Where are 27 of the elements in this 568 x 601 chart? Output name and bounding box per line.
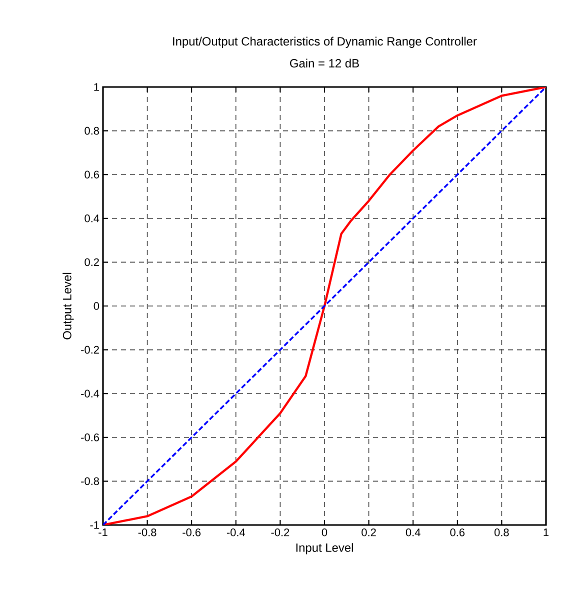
x-tick-label: -0.4 — [226, 528, 246, 536]
line-series — [102, 86, 546, 525]
x-tick-label: 0 — [322, 528, 328, 536]
y-tick-label: 1 — [94, 83, 99, 91]
y-tick-label: 0 — [94, 302, 100, 310]
y-tick-label: -1 — [90, 521, 99, 529]
y-axis-title: Output Level — [62, 272, 74, 340]
y-tick-label: 0.2 — [84, 258, 99, 266]
x-tick-label: -0.8 — [138, 528, 156, 536]
y-tick-label: -0.6 — [81, 434, 99, 442]
x-tick-label: 0.4 — [406, 528, 420, 536]
y-tick-label: -0.2 — [81, 346, 99, 354]
chart-title: Input/Output Characteristics of Dynamic Range Controller — [173, 36, 477, 48]
y-tick-label: 0.4 — [84, 214, 100, 222]
x-tick-label: -1 — [98, 528, 108, 536]
x-tick-label: 0.8 — [494, 528, 509, 536]
y-tick-label: -0.4 — [81, 390, 100, 398]
x-tick-label: 0.6 — [450, 528, 465, 536]
x-tick-label: 1 — [544, 528, 549, 536]
y-tick-label: -0.8 — [81, 477, 99, 486]
x-tick-label: 0.2 — [362, 528, 376, 536]
y-tick-label: 0.8 — [84, 126, 99, 135]
x-tick-label: -0.6 — [182, 528, 201, 536]
x-axis-title: Input Level — [296, 543, 353, 554]
y-tick-label: 0.6 — [84, 170, 99, 178]
chart-subtitle: Gain = 12 dB — [290, 58, 359, 68]
x-tick-label: -0.2 — [271, 528, 290, 536]
